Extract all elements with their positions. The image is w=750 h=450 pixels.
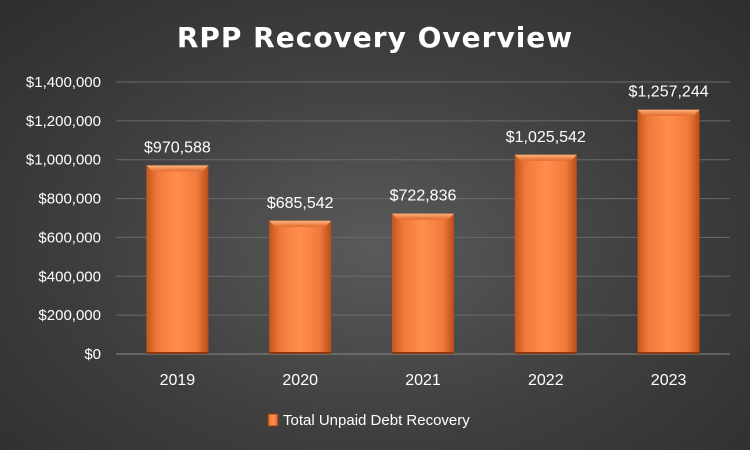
y-tick-label: $600,000 bbox=[38, 229, 101, 246]
y-tick-label: $1,000,000 bbox=[26, 152, 101, 169]
bar-cap bbox=[269, 220, 332, 227]
bar bbox=[514, 154, 577, 354]
legend-label: Total Unpaid Debt Recovery bbox=[283, 412, 470, 429]
data-label: $970,588 bbox=[144, 139, 211, 156]
bar bbox=[637, 109, 700, 355]
data-label: $722,836 bbox=[390, 188, 457, 205]
bars bbox=[146, 109, 700, 355]
x-tick-label: 2020 bbox=[282, 372, 318, 389]
legend-swatch bbox=[267, 413, 279, 427]
legend: Total Unpaid Debt Recovery bbox=[267, 412, 470, 429]
bar bbox=[392, 213, 454, 354]
bar-body bbox=[269, 220, 332, 354]
data-label: $1,257,244 bbox=[629, 84, 709, 101]
y-tick-label: $400,000 bbox=[38, 268, 101, 285]
bar-body bbox=[637, 109, 700, 355]
y-tick-label: $800,000 bbox=[38, 191, 101, 208]
bar-cap bbox=[146, 165, 209, 172]
y-axis: $0 $200,000 $400,000 $600,000 $800,000 $1,000… bbox=[26, 74, 101, 363]
x-axis: 2019 2020 2021 2022 2023 bbox=[160, 372, 687, 389]
x-tick-label: 2023 bbox=[651, 372, 687, 389]
bar-cap bbox=[637, 109, 700, 116]
data-label: $1,025,542 bbox=[506, 129, 586, 146]
y-tick-label: $1,400,000 bbox=[26, 74, 101, 91]
data-labels: $970,588 $685,542 $722,836 $1,025,542 $1,257… bbox=[144, 84, 709, 212]
bar-body bbox=[392, 213, 454, 354]
bar-body bbox=[514, 154, 577, 354]
bar-body bbox=[146, 165, 209, 354]
x-tick-label: 2021 bbox=[405, 372, 441, 389]
x-tick-label: 2022 bbox=[528, 372, 564, 389]
bar-cap bbox=[392, 213, 454, 220]
bar bbox=[146, 165, 209, 354]
bar bbox=[269, 220, 332, 354]
y-tick-label: $200,000 bbox=[38, 307, 101, 324]
chart-title: RPP Recovery Overview bbox=[177, 21, 573, 54]
x-tick-label: 2019 bbox=[160, 372, 196, 389]
y-tick-label: $1,200,000 bbox=[26, 113, 101, 130]
bar-cap bbox=[514, 154, 577, 161]
data-label: $685,542 bbox=[267, 195, 334, 212]
y-tick-label: $0 bbox=[84, 346, 101, 363]
